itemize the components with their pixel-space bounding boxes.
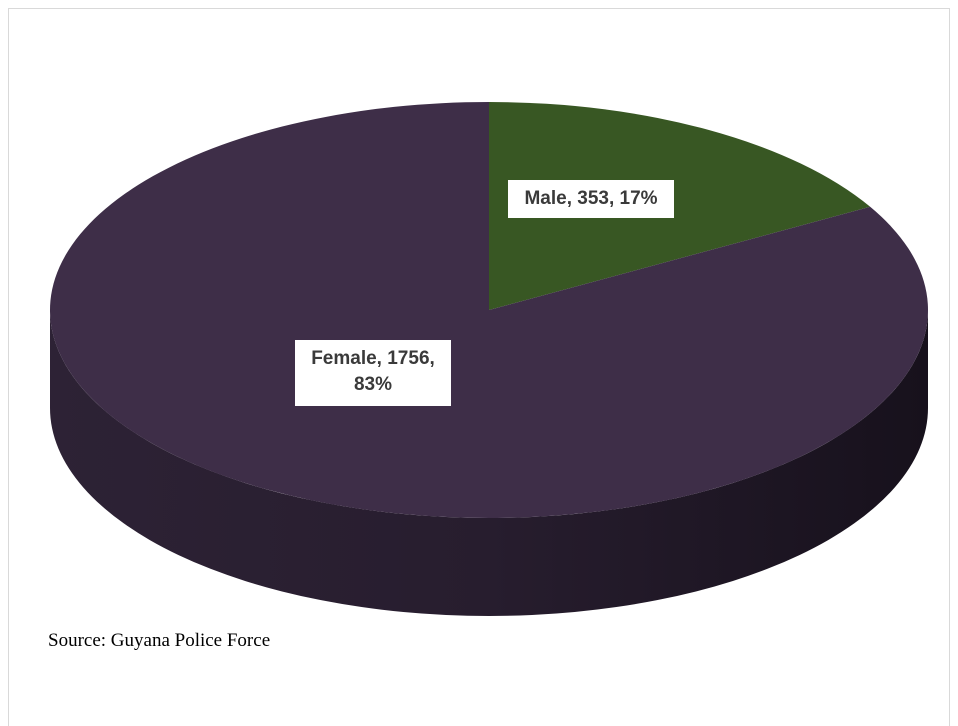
pie-side-walls [50,310,928,616]
source-note: Source: Guyana Police Force [48,630,271,651]
pie-slice-female [50,102,929,518]
pie-slice-male [489,102,871,310]
pie-top-slices [50,102,929,518]
data-label-male: Male, 353, 17% [508,180,674,218]
pie-side-wall [50,310,928,616]
data-label-female: Female, 1756, 83% [295,340,451,406]
